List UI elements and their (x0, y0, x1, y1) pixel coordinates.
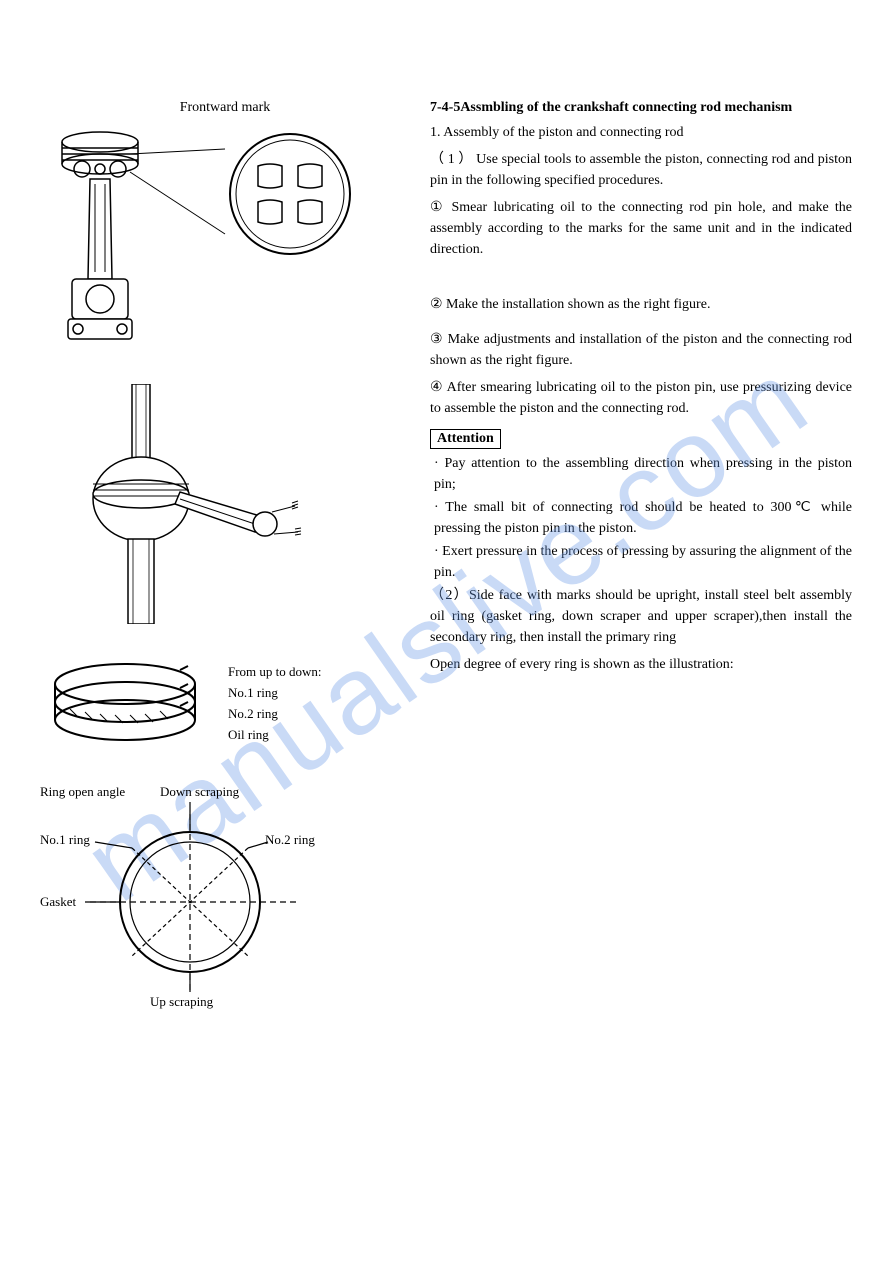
attention-box: Attention (430, 429, 501, 449)
para-7: Open degree of every ring is shown as th… (430, 654, 852, 675)
section-heading: 7-4-5Assmbling of the crankshaft connect… (430, 100, 852, 116)
fig3-l2: No.2 ring (228, 704, 322, 725)
para-5: ④ After smearing lubricating oil to the … (430, 377, 852, 419)
figure-3-labels: From up to down: No.1 ring No.2 ring Oil… (228, 662, 322, 745)
para-3: ② Make the installation shown as the rig… (430, 294, 852, 315)
page-container: Frontward mark (40, 100, 852, 1054)
figure-1-svg (40, 124, 370, 354)
left-column: Frontward mark (40, 100, 410, 1054)
figure-4-svg (40, 784, 360, 1014)
figure-3: From up to down: No.1 ring No.2 ring Oil… (40, 654, 410, 754)
bullet-3: Exert pressure in the process of pressin… (434, 541, 852, 583)
sec1-title: 1. Assembly of the piston and connecting… (430, 122, 852, 143)
para-6: （2）Side face with marks should be uprigh… (430, 585, 852, 648)
attention-bullets: Pay attention to the assembling directio… (434, 453, 852, 583)
para-2: ① Smear lubricating oil to the connectin… (430, 197, 852, 260)
figure-2-svg (40, 384, 320, 624)
figure-1: Frontward mark (40, 100, 410, 354)
para-1: （ 1 ） Use special tools to assemble the … (430, 149, 852, 191)
fig3-l1: No.1 ring (228, 683, 322, 704)
fig3-intro: From up to down: (228, 662, 322, 683)
figure-3-svg (40, 654, 210, 754)
figure-2 (40, 384, 410, 624)
figure-1-label: Frontward mark (40, 100, 410, 116)
bullet-2: The small bit of connecting rod should b… (434, 497, 852, 539)
right-column: 7-4-5Assmbling of the crankshaft connect… (430, 100, 852, 1054)
figure-4: Ring open angle Down scraping No.1 ring … (40, 784, 410, 1024)
fig3-l3: Oil ring (228, 725, 322, 746)
para-4: ③ Make adjustments and installation of t… (430, 329, 852, 371)
bullet-1: Pay attention to the assembling directio… (434, 453, 852, 495)
